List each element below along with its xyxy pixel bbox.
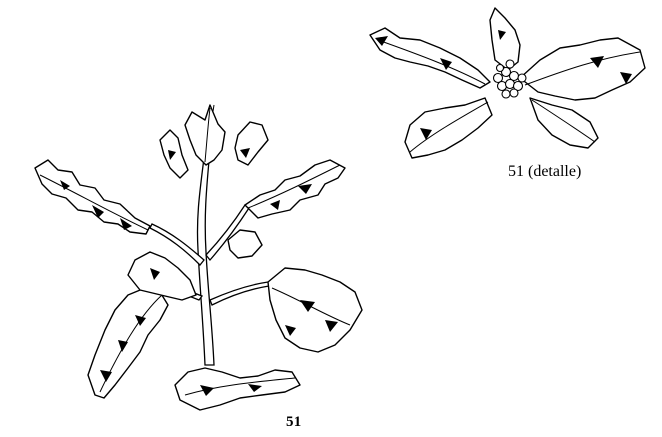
plant-stems: [139, 104, 270, 366]
detail-flower-buds: [492, 59, 527, 99]
main-figure-label: 51: [286, 414, 302, 430]
plant-leaves: [34, 104, 363, 411]
detail-figure-label: 51 (detalle): [508, 163, 582, 180]
detail-leaves: [369, 7, 646, 159]
